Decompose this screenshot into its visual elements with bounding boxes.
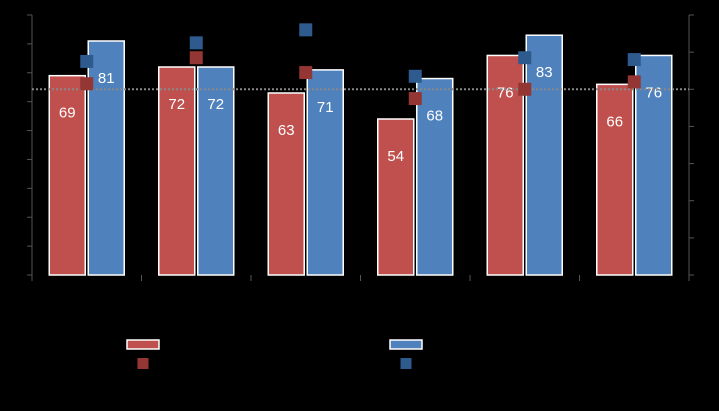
marker	[627, 75, 641, 89]
bar	[525, 34, 563, 276]
bar	[377, 118, 415, 276]
bar	[48, 74, 86, 276]
legend-swatch	[389, 339, 423, 350]
legend-swatch	[126, 339, 160, 350]
legend-marker	[137, 358, 149, 369]
bar	[306, 69, 344, 276]
bar	[87, 40, 125, 276]
bar	[158, 66, 196, 276]
data-label: 76	[645, 84, 662, 101]
data-label: 81	[98, 70, 115, 87]
data-label: 72	[207, 96, 224, 113]
data-label: 66	[606, 113, 623, 130]
bar	[416, 77, 454, 276]
data-label: 71	[317, 99, 334, 116]
marker	[299, 66, 313, 80]
data-label: 83	[536, 64, 553, 81]
legend-marker	[400, 358, 412, 369]
data-label: 76	[497, 84, 514, 101]
marker	[80, 77, 94, 91]
data-label: 68	[426, 108, 443, 125]
marker	[189, 36, 203, 50]
marker	[518, 82, 532, 96]
marker	[299, 23, 313, 37]
data-label: 72	[168, 96, 185, 113]
marker	[627, 53, 641, 67]
marker	[189, 51, 203, 65]
marker	[80, 54, 94, 68]
bar	[267, 92, 305, 276]
data-label: 54	[387, 148, 404, 165]
marker	[408, 69, 422, 83]
marker	[518, 51, 532, 65]
bar	[596, 83, 634, 276]
marker	[408, 92, 422, 106]
data-label: 63	[278, 122, 295, 139]
bar	[635, 54, 673, 276]
bar	[197, 66, 235, 276]
data-label: 69	[59, 105, 76, 122]
bar	[486, 54, 524, 276]
